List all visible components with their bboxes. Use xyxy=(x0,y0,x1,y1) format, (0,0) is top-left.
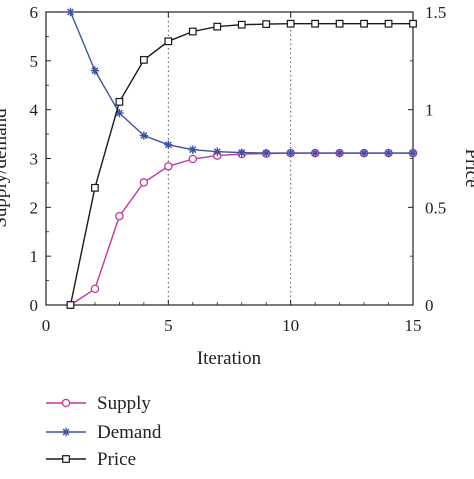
x-tick-label: 15 xyxy=(405,316,422,335)
series-layer xyxy=(66,7,418,310)
marker-stroke xyxy=(164,141,172,149)
legend-item-supply: Supply xyxy=(46,393,151,414)
demand-point xyxy=(139,131,149,140)
demand-point xyxy=(164,140,173,150)
price-point xyxy=(139,55,148,64)
x-tick-label: 5 xyxy=(164,316,173,335)
demand-line xyxy=(69,11,413,154)
series-demand xyxy=(66,7,418,158)
y-axis-title: Supply/demand xyxy=(0,108,11,228)
legend-label-demand: Demand xyxy=(97,422,162,443)
demand-point xyxy=(262,148,271,158)
x-tick-label: 0 xyxy=(42,316,51,335)
price-point xyxy=(262,20,271,29)
gridlines xyxy=(167,12,292,305)
demand-point xyxy=(188,145,197,154)
axes xyxy=(45,11,414,306)
y-tick-label: 6 xyxy=(30,3,39,22)
y2-tick-label: 0 xyxy=(425,296,434,315)
x-axis-title: Iteration xyxy=(197,348,262,369)
demand-point xyxy=(310,148,320,158)
legend-marker-supply xyxy=(61,398,71,408)
marker-stroke xyxy=(91,67,99,75)
marker-stroke xyxy=(189,146,197,154)
marker-stroke xyxy=(67,8,74,16)
demand-point xyxy=(213,147,222,156)
supply-point xyxy=(139,178,149,187)
supply-point xyxy=(164,162,173,171)
y2-tick-label: 0.5 xyxy=(425,198,446,217)
legend-marker-price xyxy=(62,455,70,463)
price-point xyxy=(409,19,417,28)
marker-stroke xyxy=(213,148,221,156)
demand-point xyxy=(359,148,369,158)
y2-axis-title: Price xyxy=(461,148,474,187)
supply-point xyxy=(115,211,124,221)
legend-marker-demand xyxy=(61,427,71,437)
series-supply xyxy=(66,148,418,310)
y-tick-label: 2 xyxy=(30,198,39,217)
price-point xyxy=(66,301,75,309)
supply-point xyxy=(90,284,100,294)
marker-stroke xyxy=(238,149,246,157)
demand-point xyxy=(90,66,100,75)
price-point xyxy=(164,37,173,46)
supply-line xyxy=(70,152,413,306)
demand-point xyxy=(408,148,418,158)
marker-stroke xyxy=(311,149,319,157)
marker-stroke xyxy=(262,149,270,157)
marker-stroke xyxy=(336,149,344,157)
supply-point xyxy=(188,154,198,164)
legend: Supply Demand Price xyxy=(46,393,162,470)
marker-stroke xyxy=(140,132,148,140)
demand-point xyxy=(384,148,393,158)
demand-point xyxy=(335,148,344,158)
series-price xyxy=(66,19,417,309)
price-line xyxy=(69,23,413,306)
price-point xyxy=(115,97,124,106)
price-point xyxy=(286,19,295,28)
legend-item-price: Price xyxy=(46,449,136,470)
y-tick-label: 5 xyxy=(30,52,39,71)
marker-stroke xyxy=(62,428,70,436)
demand-point xyxy=(286,148,295,158)
demand-point xyxy=(237,148,246,157)
y-tick-label: 3 xyxy=(30,150,39,169)
demand-point xyxy=(66,7,75,17)
plot-frame xyxy=(45,11,414,306)
price-point xyxy=(335,19,344,28)
price-point xyxy=(91,183,99,192)
price-point xyxy=(384,19,393,28)
y2-tick-label: 1 xyxy=(425,101,434,120)
y-tick-label: 1 xyxy=(30,247,39,266)
marker-stroke xyxy=(385,149,392,157)
price-point xyxy=(188,27,197,36)
marker-stroke xyxy=(287,149,295,157)
legend-label-price: Price xyxy=(97,449,136,470)
price-point xyxy=(213,22,222,31)
price-point xyxy=(237,20,246,29)
x-tick-label: 10 xyxy=(282,316,299,335)
y-tick-label: 0 xyxy=(30,296,39,315)
marker-stroke xyxy=(409,149,417,157)
price-point xyxy=(311,19,320,28)
price-point xyxy=(360,19,368,28)
marker-stroke xyxy=(115,109,123,117)
legend-label-supply: Supply xyxy=(97,393,151,414)
y-tick-label: 4 xyxy=(30,101,39,120)
marker-stroke xyxy=(360,149,368,157)
legend-item-demand: Demand xyxy=(46,422,162,443)
y2-tick-label: 1.5 xyxy=(425,3,446,22)
